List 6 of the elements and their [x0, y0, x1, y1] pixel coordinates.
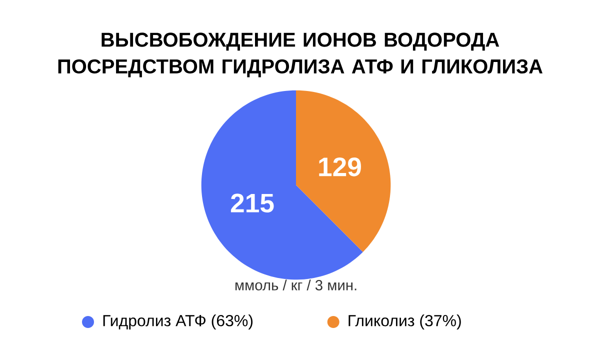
legend-label: Гликолиз (37%) — [348, 314, 461, 330]
data-label: 129 — [319, 157, 361, 176]
data-label: 215 — [230, 194, 274, 213]
text: ммоль / кг / 3 мин. — [235, 280, 356, 290]
legend-label: Гидролиз АТФ (63%) — [103, 314, 253, 330]
chart-title: ВЫСВОБОЖДЕНИЕ ИОНОВ ВОДОРОДА ПОСРЕДСТВОМ ГИДРОЛИЗА АТФ И ГЛИКОЛИЗА — [58, 32, 542, 78]
